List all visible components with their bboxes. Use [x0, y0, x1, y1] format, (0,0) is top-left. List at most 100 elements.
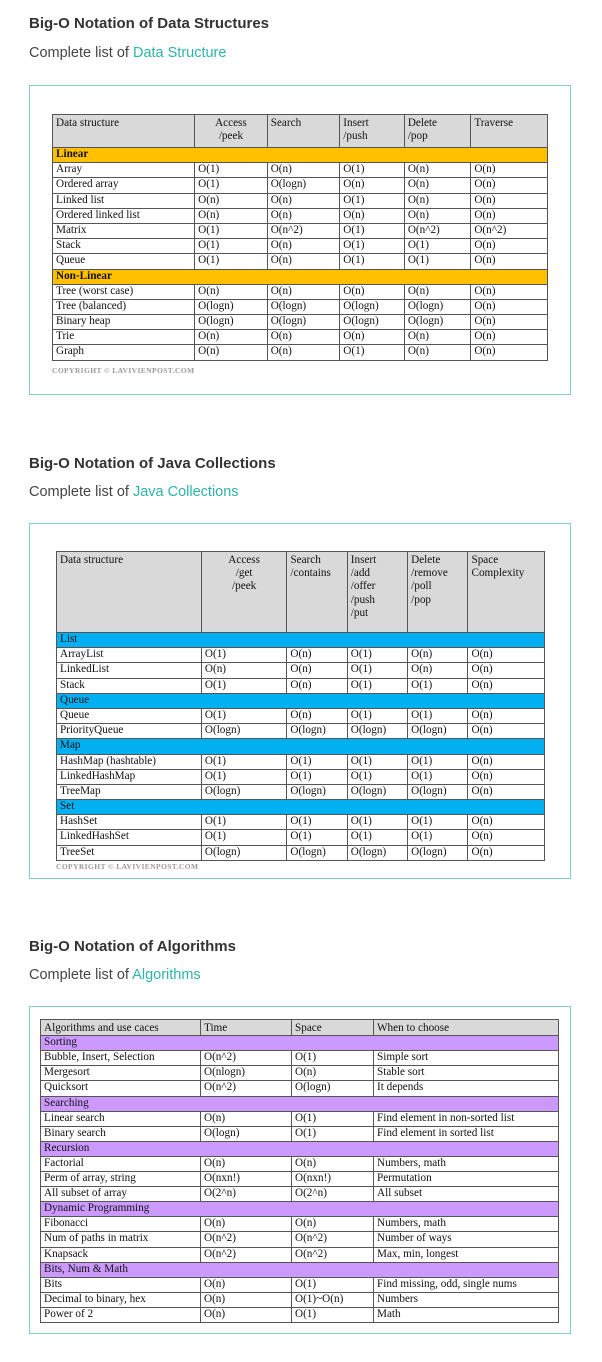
- table-cell: O(2^n): [291, 1186, 374, 1203]
- row-label: Bits: [40, 1276, 201, 1293]
- table-cell: O(n): [286, 677, 348, 694]
- table-cell: O(1): [407, 707, 469, 725]
- row-label: LinkedHashSet: [56, 829, 202, 846]
- table-cell: O(logn): [407, 783, 469, 801]
- table-cell: It depends: [373, 1080, 559, 1097]
- column-header: When to choose: [373, 1018, 559, 1037]
- table-cell: O(logn): [339, 314, 405, 331]
- table-row: Bits O(n) O(1) Find missing, odd, single nu…: [40, 1276, 559, 1293]
- group-label: Searching: [40, 1095, 559, 1112]
- column-header: Data structure: [51, 114, 196, 148]
- table-cell: Stable sort: [373, 1065, 559, 1082]
- table-cell: O(n): [194, 329, 268, 346]
- table-cell: O(1): [407, 768, 469, 785]
- table-cell: O(logn): [403, 298, 472, 316]
- table-cell: O(n): [470, 329, 548, 346]
- table-cell: O(logn): [346, 783, 409, 801]
- section-title-java-collections: Big-O Notation of Java Collections: [29, 455, 276, 472]
- table-cell: Numbers, math: [373, 1216, 559, 1233]
- row-label: Queue: [56, 707, 202, 725]
- row-label: Fibonacci: [40, 1216, 201, 1233]
- table-cell: O(1): [286, 768, 348, 785]
- table-cell: O(1): [194, 238, 268, 255]
- column-header: Traverse: [470, 114, 548, 148]
- subtitle-prefix: Complete list of: [29, 45, 133, 61]
- table-cell: O(n^2): [291, 1246, 374, 1263]
- table-cell: O(n): [339, 177, 405, 194]
- table-cell: O(n): [200, 1155, 292, 1173]
- row-label: Trie: [51, 329, 196, 346]
- table-cell: O(1): [200, 829, 288, 846]
- group-header-row: List: [56, 631, 545, 649]
- row-label: Linear search: [40, 1110, 201, 1127]
- table-cell: O(n): [194, 283, 268, 300]
- table-cell: O(logn): [286, 783, 348, 801]
- group-header-row: Bits, Num & Math: [40, 1261, 559, 1278]
- table-cell: O(n): [266, 162, 341, 179]
- row-label: Mergesort: [40, 1065, 201, 1082]
- row-label: ArrayList: [56, 647, 202, 664]
- table-cell: O(nxn!): [200, 1171, 292, 1188]
- table-cell: Find missing, odd, single nums: [373, 1276, 559, 1293]
- table-cell: O(1): [291, 1276, 374, 1293]
- table-cell: O(n): [467, 723, 545, 740]
- table-row: LinkedHashMap O(1) O(1) O(1) O(1) O(n): [56, 768, 545, 785]
- group-header-row: Sorting: [40, 1035, 559, 1052]
- table-cell: O(n^2): [403, 222, 472, 240]
- table-cell: O(1)~O(n): [291, 1291, 374, 1308]
- table-cell: O(n^2): [470, 222, 548, 240]
- group-label: Bits, Num & Math: [40, 1261, 559, 1278]
- column-header: Time: [200, 1018, 292, 1037]
- table-cell: O(logn): [286, 844, 348, 861]
- table-cell: O(n): [286, 662, 348, 679]
- table-cell: Simple sort: [373, 1050, 559, 1067]
- group-header-row: Map: [56, 738, 545, 755]
- table-cell: O(n): [291, 1216, 374, 1233]
- table-cell: O(1): [339, 162, 405, 179]
- group-label: Set: [56, 799, 545, 816]
- row-label: Binary heap: [51, 314, 196, 331]
- table-cell: O(1): [339, 238, 405, 255]
- table-cell: O(logn): [200, 844, 288, 861]
- table-row: Num of paths in matrix O(n^2) O(n^2) Number…: [40, 1231, 559, 1248]
- group-label: Linear: [52, 146, 548, 164]
- table-cell: O(n): [407, 647, 469, 664]
- table-cell: O(n): [339, 207, 405, 224]
- table-row: Stack O(1) O(n) O(1) O(1) O(n): [56, 677, 545, 694]
- table-cell: O(n): [194, 344, 268, 361]
- table-row: Linked list O(n) O(n) O(1) O(n) O(n): [51, 192, 548, 209]
- table-cell: O(1): [407, 753, 469, 770]
- table-cell: O(n): [403, 329, 472, 346]
- section-subtitle: Complete list of Data Structure: [29, 45, 226, 61]
- table-row: All subset of array O(2^n) O(2^n) All subse…: [40, 1186, 559, 1203]
- java-collections-link[interactable]: Java Collections: [132, 484, 239, 500]
- column-header: Data structure: [56, 551, 202, 633]
- row-label: TreeMap: [56, 783, 202, 801]
- row-label: Tree (worst case): [51, 283, 196, 300]
- table-cell: O(1): [286, 753, 348, 770]
- section-title-data-structures: Big-O Notation of Data Structures: [29, 15, 270, 32]
- table-cell: O(n): [291, 1065, 374, 1082]
- table-cell: Find element in non-sorted list: [373, 1110, 559, 1127]
- table-cell: O(1): [403, 253, 472, 270]
- group-label: Queue: [56, 692, 545, 709]
- table-cell: O(n): [403, 283, 472, 300]
- table-row: Tree (worst case) O(n) O(n) O(n) O(n) O(n): [51, 283, 548, 300]
- table-cell: O(nxn!): [291, 1171, 374, 1188]
- algorithms-link[interactable]: Algorithms: [132, 967, 201, 983]
- column-header: Search: [266, 114, 341, 148]
- table-cell: O(n): [339, 283, 405, 300]
- table-cell: O(1): [291, 1306, 374, 1323]
- table-cell: Max, min, longest: [373, 1246, 559, 1263]
- subtitle-prefix: Complete list of: [29, 484, 133, 500]
- table-cell: O(1): [346, 707, 409, 725]
- table-cell: O(n): [467, 662, 545, 679]
- data-structure-link[interactable]: Data Structure: [132, 45, 227, 61]
- table-cell: O(n): [403, 344, 472, 361]
- table-cell: O(n): [470, 192, 548, 209]
- table-cell: O(n): [467, 753, 545, 770]
- column-header: Space: [291, 1018, 374, 1037]
- row-label: Knapsack: [40, 1246, 201, 1263]
- table-cell: O(1): [194, 253, 268, 270]
- table-cell: O(n): [470, 314, 548, 331]
